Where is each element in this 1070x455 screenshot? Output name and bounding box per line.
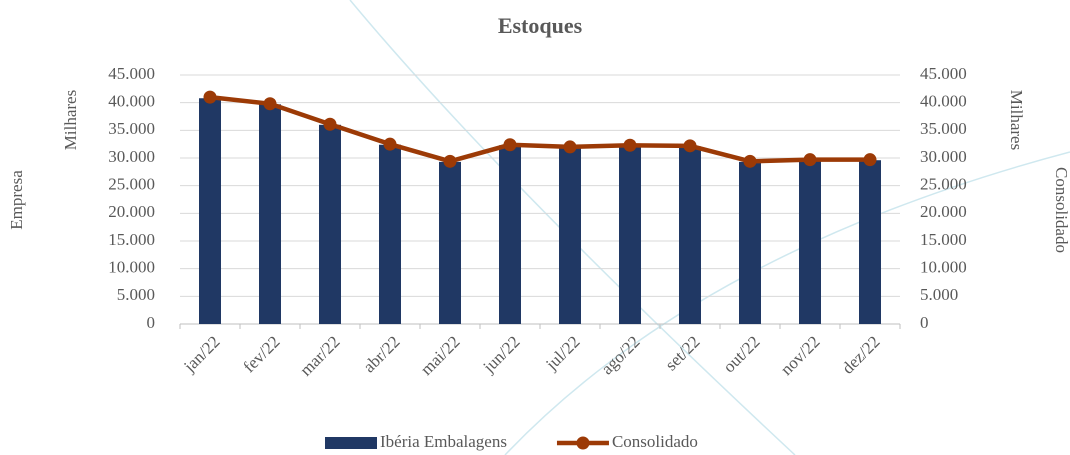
- x-tick-label: abr/22: [359, 332, 403, 376]
- bar: [619, 146, 641, 324]
- line: [210, 97, 870, 161]
- x-tick-label: jul/22: [541, 332, 583, 374]
- line-marker: [384, 138, 397, 151]
- chart-title: Estoques: [498, 13, 583, 38]
- y-tick-label: 10.000: [108, 258, 155, 277]
- y-tick-label: 35.000: [108, 119, 155, 138]
- y-tick-label: 0: [147, 313, 156, 332]
- bar: [859, 160, 881, 324]
- y-axis-title: Empresa: [7, 170, 26, 230]
- bar: [559, 147, 581, 324]
- bar: [799, 160, 821, 324]
- y-tick-label: 45.000: [108, 64, 155, 83]
- y2-tick-label: 10.000: [920, 258, 967, 277]
- x-tick-label: fev/22: [239, 332, 283, 376]
- line-marker: [504, 138, 517, 151]
- line-marker: [804, 153, 817, 166]
- chart: Estoques Empresa Milhares Milhares Conso…: [0, 0, 1070, 455]
- legend-label: Ibéria Embalagens: [380, 432, 507, 451]
- y2-tick-label: 20.000: [920, 202, 967, 221]
- y2-tick-label: 35.000: [920, 119, 967, 138]
- y2-tick-label: 5.000: [920, 285, 958, 304]
- x-tick-label: mai/22: [417, 332, 464, 379]
- y-tick-label: 30.000: [108, 147, 155, 166]
- line-marker: [744, 155, 757, 168]
- line-marker: [864, 153, 877, 166]
- bar: [379, 145, 401, 324]
- x-tick-label: ago/22: [597, 332, 643, 378]
- y2-axis-title: Consolidado: [1052, 167, 1070, 253]
- y-tick-label: 20.000: [108, 202, 155, 221]
- y2-tick-label: 40.000: [920, 92, 967, 111]
- y-unit-label: Milhares: [61, 90, 80, 150]
- y2-tick-label: 45.000: [920, 64, 967, 83]
- x-tick-label: mar/22: [296, 332, 343, 379]
- y2-tick-label: 0: [920, 313, 929, 332]
- line-marker: [564, 140, 577, 153]
- x-tick-label: jan/22: [179, 332, 223, 376]
- legend-swatch: [325, 437, 377, 449]
- bar: [319, 125, 341, 324]
- y2-unit-label: Milhares: [1007, 90, 1026, 150]
- legend-label: Consolidado: [612, 432, 698, 451]
- y2-tick-label: 15.000: [920, 230, 967, 249]
- y-tick-label: 40.000: [108, 92, 155, 111]
- bar: [439, 162, 461, 324]
- x-tick-label: out/22: [719, 332, 763, 376]
- line-marker: [624, 139, 637, 152]
- line-marker: [444, 155, 457, 168]
- line-marker: [264, 97, 277, 110]
- y2-tick-label: 25.000: [920, 175, 967, 194]
- y2-tick-label: 30.000: [920, 147, 967, 166]
- y-tick-label: 5.000: [117, 285, 155, 304]
- x-tick-label: nov/22: [777, 332, 824, 379]
- line-marker: [324, 118, 337, 131]
- bar: [499, 145, 521, 324]
- bar: [199, 98, 221, 324]
- x-tick-label: set/22: [661, 332, 703, 374]
- y-tick-label: 25.000: [108, 175, 155, 194]
- bar: [679, 146, 701, 324]
- legend-swatch: [576, 437, 589, 450]
- bar: [739, 162, 761, 324]
- bar: [259, 104, 281, 324]
- decoration: [505, 152, 1070, 455]
- x-tick-label: jun/22: [479, 332, 524, 377]
- x-tick-label: dez/22: [838, 332, 883, 377]
- line-marker: [204, 91, 217, 104]
- line-marker: [684, 139, 697, 152]
- y-tick-label: 15.000: [108, 230, 155, 249]
